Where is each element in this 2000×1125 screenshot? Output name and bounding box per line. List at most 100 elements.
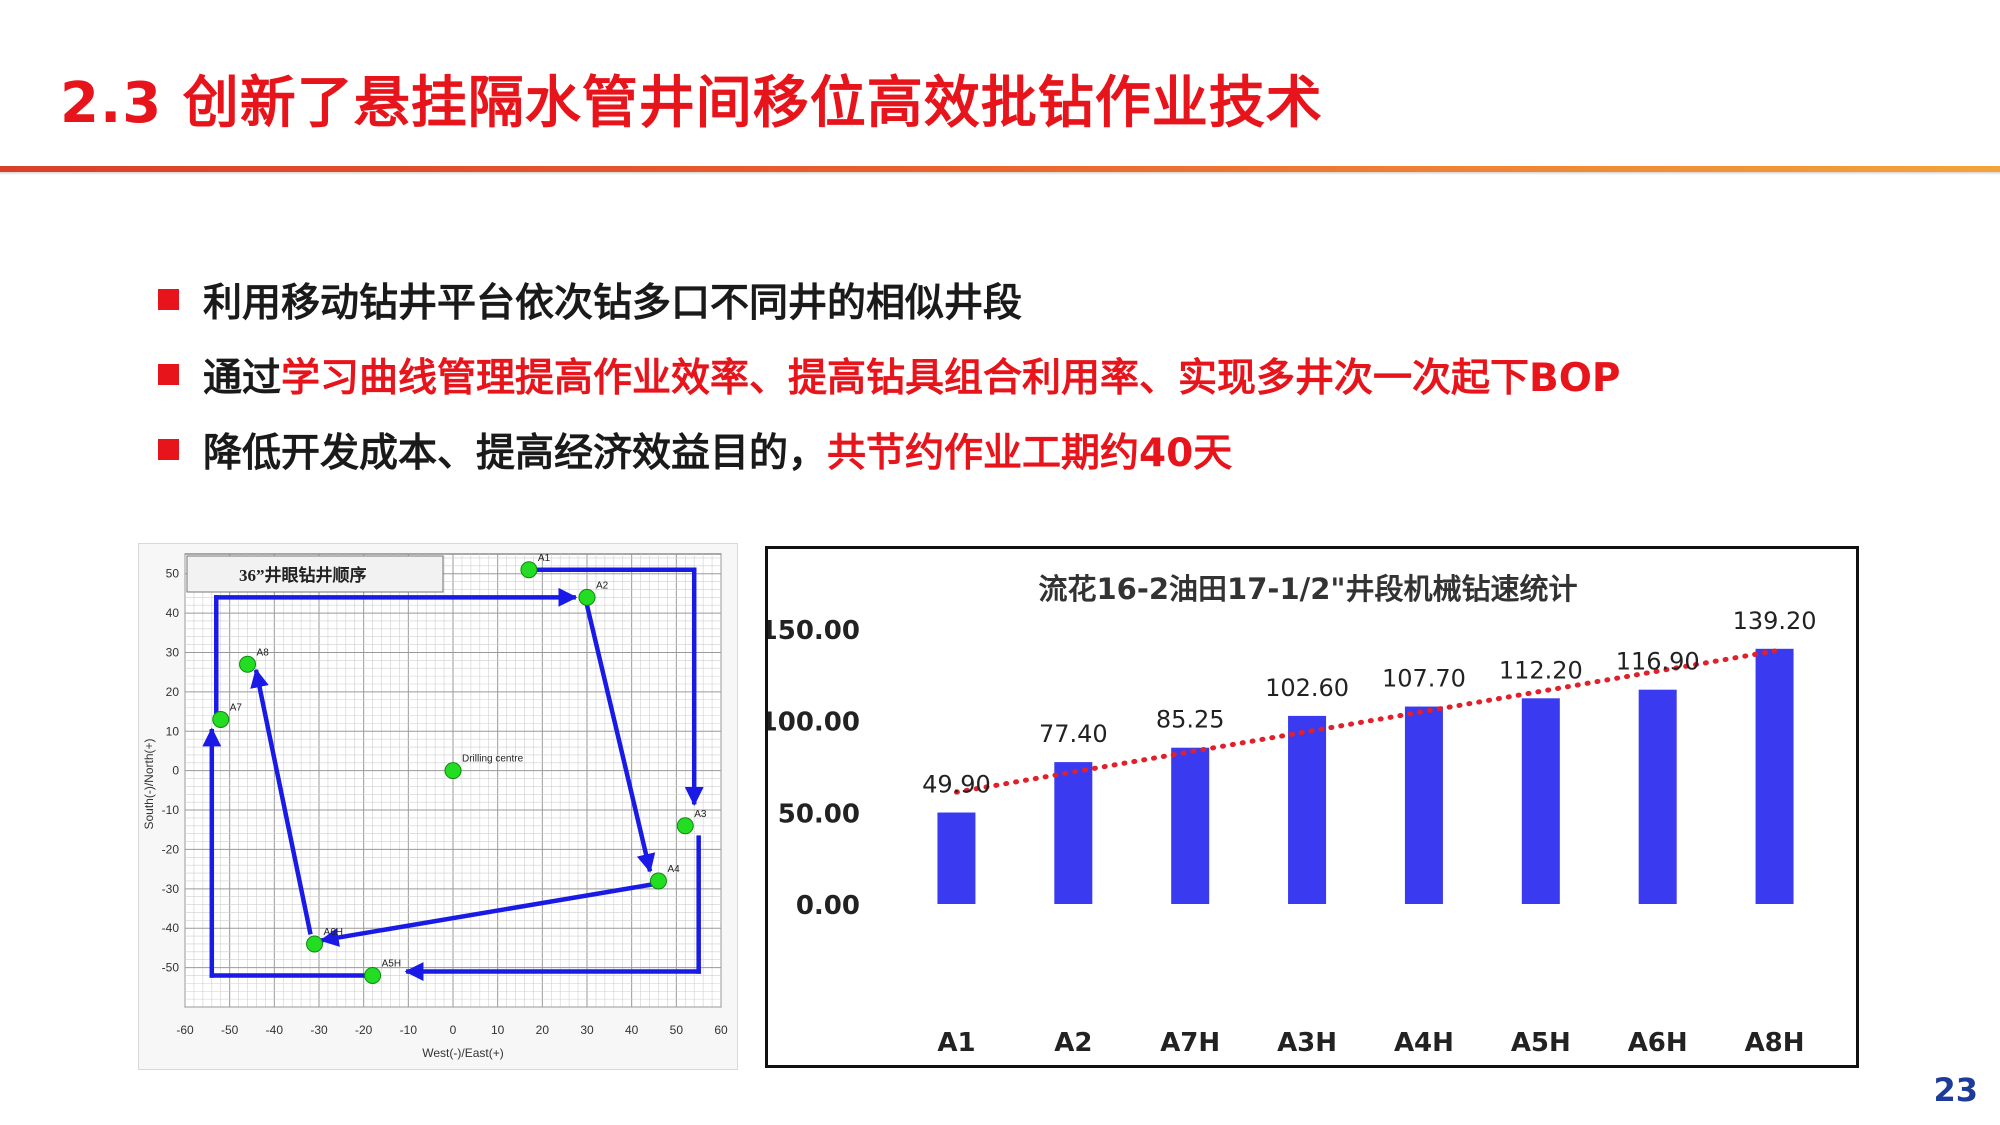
x-tick-label: 0	[450, 1023, 457, 1037]
bars	[937, 648, 1794, 904]
bar	[1288, 715, 1327, 904]
bar	[1755, 648, 1794, 904]
well-point	[306, 935, 324, 953]
bar	[1171, 747, 1210, 904]
x-tick-label: 10	[491, 1023, 505, 1037]
square-bullet-icon	[158, 364, 179, 385]
y-tick-label: 150.00	[768, 616, 860, 646]
square-bullet-icon	[158, 289, 179, 310]
x-tick-label: -20	[355, 1023, 373, 1037]
bullet-item: 利用移动钻井平台依次钻多口不同井的相似井段	[158, 262, 1620, 337]
well-point	[444, 762, 462, 780]
category-label: A3H	[1277, 1028, 1337, 1058]
sequence-arrow	[319, 882, 653, 947]
well-label: A7	[230, 702, 243, 713]
bar	[1404, 706, 1443, 904]
well-points: A1 A2 A8 A7 Drilling centre A3 A4 A6H A5H	[212, 553, 707, 984]
y-tick-label: -20	[162, 842, 180, 856]
value-label: 85.25	[1156, 706, 1225, 734]
y-tick-label: -30	[162, 882, 180, 896]
plot-title: 36”井眼钻井顺序	[239, 565, 367, 585]
x-tick-label: 20	[536, 1023, 550, 1037]
x-tick-label: 40	[625, 1023, 639, 1037]
bullet-list: 利用移动钻井平台依次钻多口不同井的相似井段 通过 学习曲线管理提高作业效率、提高钻…	[158, 262, 1620, 487]
title-divider-shadow	[0, 172, 2000, 175]
well-point	[649, 872, 667, 890]
y-tick-label: -50	[162, 961, 180, 975]
x-axis-label: West(-)/East(+)	[422, 1046, 503, 1060]
bar	[1638, 689, 1677, 904]
bullet-highlight-text: 共节约作业工期约40天	[827, 430, 1233, 476]
plot-title-box	[186, 555, 444, 593]
y-tick-label: 20	[166, 685, 180, 699]
category-label: A2	[1054, 1028, 1092, 1058]
well-label: A6H	[324, 927, 343, 938]
x-tick-label: -30	[310, 1023, 328, 1037]
well-point	[676, 817, 694, 835]
well-point	[520, 561, 538, 579]
category-label: A4H	[1394, 1028, 1454, 1058]
category-label: A7H	[1160, 1028, 1220, 1058]
title-divider	[0, 166, 2000, 172]
category-label: A8H	[1745, 1028, 1805, 1058]
well-label: A3	[694, 809, 707, 820]
plot-grid	[184, 554, 722, 1008]
value-label: 139.20	[1733, 607, 1817, 635]
y-tick-label: 30	[166, 645, 180, 659]
y-axis-label: South(-)/North(+)	[142, 738, 156, 829]
page-number: 23	[1933, 1071, 1978, 1109]
y-tick-label: 40	[166, 606, 180, 620]
bullet-item: 通过 学习曲线管理提高作业效率、提高钻具组合利用率、实现多井次一次起下BOP	[158, 337, 1620, 412]
x-tick-label: 60	[714, 1023, 728, 1037]
well-point	[212, 710, 230, 728]
bullet-text: 利用移动钻井平台依次钻多口不同井的相似井段	[203, 280, 1023, 326]
sequence-arrow	[250, 668, 313, 935]
slide-title: 2.3 创新了悬挂隔水管井间移位高效批钻作业技术	[60, 71, 1323, 136]
well-label: A1	[538, 553, 551, 564]
bullet-text: 降低开发成本、提高经济效益目的，	[203, 430, 828, 476]
y-tick-label: 100.00	[768, 708, 860, 738]
value-label: 102.60	[1265, 674, 1349, 702]
y-tick-label: 10	[166, 724, 180, 738]
well-sequence-plot-panel: -60 -50 -40 -30 -20 -10 0 10 20 30 40 50 60 50 40 30 20 1…	[138, 543, 738, 1070]
category-labels: A1 A2 A7H A3H A4H A5H A6H A8H	[937, 1028, 1804, 1058]
bullet-text: 通过	[203, 355, 282, 401]
category-label: A5H	[1511, 1028, 1571, 1058]
x-tick-label: -10	[400, 1023, 418, 1037]
drilling-sequence-arrows	[202, 567, 704, 981]
well-point	[364, 966, 382, 984]
category-label: A6H	[1628, 1028, 1688, 1058]
well-label: A4	[667, 864, 680, 875]
sequence-arrow	[584, 602, 656, 873]
well-label: A5H	[382, 958, 401, 969]
value-label: 116.90	[1616, 648, 1700, 676]
bar	[937, 812, 976, 904]
value-label: 77.40	[1039, 720, 1108, 748]
y-axis-ticks: 0.00 50.00 100.00 150.00	[768, 616, 860, 921]
x-tick-label: -40	[266, 1023, 284, 1037]
y-tick-label: 0	[172, 764, 179, 778]
value-label: 112.20	[1499, 656, 1583, 684]
value-label: 49.90	[922, 771, 991, 799]
x-tick-label: 50	[670, 1023, 684, 1037]
well-label: A8	[257, 647, 270, 658]
square-bullet-icon	[158, 439, 179, 460]
value-label: 107.70	[1382, 665, 1466, 693]
bullet-highlight-text: 学习曲线管理提高作业效率、提高钻具组合利用率、实现多井次一次起下BOP	[281, 355, 1621, 401]
y-tick-label: 0.00	[796, 891, 860, 921]
drilling-rate-bar-chart: 流花16-2油田17-1/2"井段机械钻速统计 0.00 50.00 100.00 1…	[768, 572, 1817, 1058]
well-sequence-plot: -60 -50 -40 -30 -20 -10 0 10 20 30 40 50 60 50 40 30 20 1…	[142, 553, 728, 1060]
well-label: A2	[596, 580, 609, 591]
value-labels: 49.90 77.40 85.25 102.60 107.70 112.20 116.90 1…	[922, 607, 1816, 799]
well-point	[578, 588, 596, 606]
y-tick-label: 50.00	[778, 799, 860, 829]
y-tick-label: -40	[162, 921, 180, 935]
y-tick-label: 50	[166, 567, 180, 581]
y-tick-label: -10	[162, 803, 180, 817]
chart-title: 流花16-2油田17-1/2"井段机械钻速统计	[1038, 572, 1577, 606]
plot-axes: -60 -50 -40 -30 -20 -10 0 10 20 30 40 50 60 50 40 30 20 1…	[162, 567, 728, 1037]
well-label: Drilling centre	[462, 754, 524, 765]
x-tick-label: 30	[580, 1023, 594, 1037]
x-tick-label: -50	[221, 1023, 239, 1037]
trendline-path	[953, 648, 1778, 795]
